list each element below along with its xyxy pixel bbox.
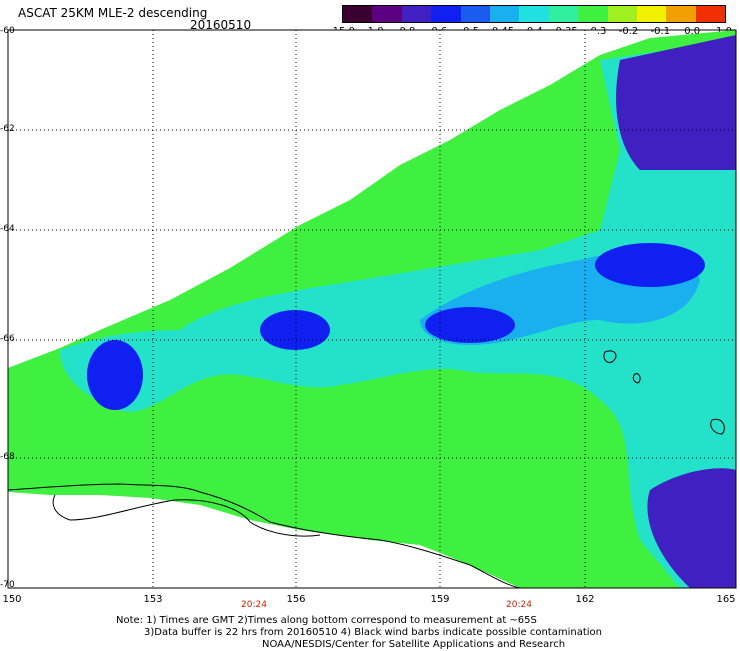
lon-label-162: 162 <box>575 594 595 605</box>
blue-low-center <box>260 310 330 350</box>
lon-label-159: 159 <box>430 594 450 605</box>
colorbar-segment <box>519 6 549 22</box>
cyan-band <box>60 40 736 588</box>
coastline <box>7 350 725 589</box>
map-date: 20160510 <box>190 18 252 32</box>
blue-low-east <box>425 307 515 343</box>
colorbar-segment <box>431 6 461 22</box>
purple-region-se <box>647 468 736 588</box>
time-label-1: 20:24 <box>241 600 267 610</box>
lon-label-165: 165 <box>716 594 736 605</box>
lon-label-153: 153 <box>143 594 163 605</box>
lon-label-156: 156 <box>286 594 306 605</box>
colorbar-tick-label: -0.1 <box>650 26 671 37</box>
colorbar-tick-label: -0.2 <box>618 26 639 37</box>
time-label-2: 20:24 <box>506 600 532 610</box>
map-title: ASCAT 25KM MLE-2 descending <box>18 6 208 20</box>
lat-label-68: -68 <box>0 452 15 462</box>
lon-label-150: 150 <box>2 594 22 605</box>
colorbar-segment <box>372 6 402 22</box>
colorbar-segment <box>460 6 490 22</box>
note-line-3: NOAA/NESDIS/Center for Satellite Applica… <box>262 639 566 650</box>
lat-label-66: -66 <box>0 334 15 344</box>
colorbar-segment <box>578 6 608 22</box>
colorbar-segment <box>607 6 637 22</box>
note-line-2: 3)Data buffer is 22 hrs from 20160510 4)… <box>144 627 602 638</box>
colorbar-segment <box>489 6 520 22</box>
blue-low-left <box>87 340 143 410</box>
data-void-left <box>8 30 736 360</box>
colorbar-tick-label: 0.0 <box>684 26 701 37</box>
blue-low-ne <box>595 243 705 287</box>
lat-label-64: -64 <box>0 224 15 234</box>
lat-label-70: -70 <box>0 580 15 590</box>
colorbar-segment <box>548 6 579 22</box>
colorbar-segment <box>343 6 373 22</box>
colorbar <box>342 5 726 23</box>
lat-label-60: -60 <box>0 26 15 36</box>
map-plot <box>7 29 737 589</box>
purple-region-ne <box>616 35 736 170</box>
note-line-1: Note: 1) Times are GMT 2)Times along bot… <box>116 615 537 626</box>
lat-label-62: -62 <box>0 124 15 134</box>
colorbar-segment <box>401 6 432 22</box>
colorbar-segment <box>636 6 667 22</box>
colorbar-segment <box>666 6 696 22</box>
colorbar-segment <box>695 6 726 22</box>
graticule <box>8 30 736 588</box>
